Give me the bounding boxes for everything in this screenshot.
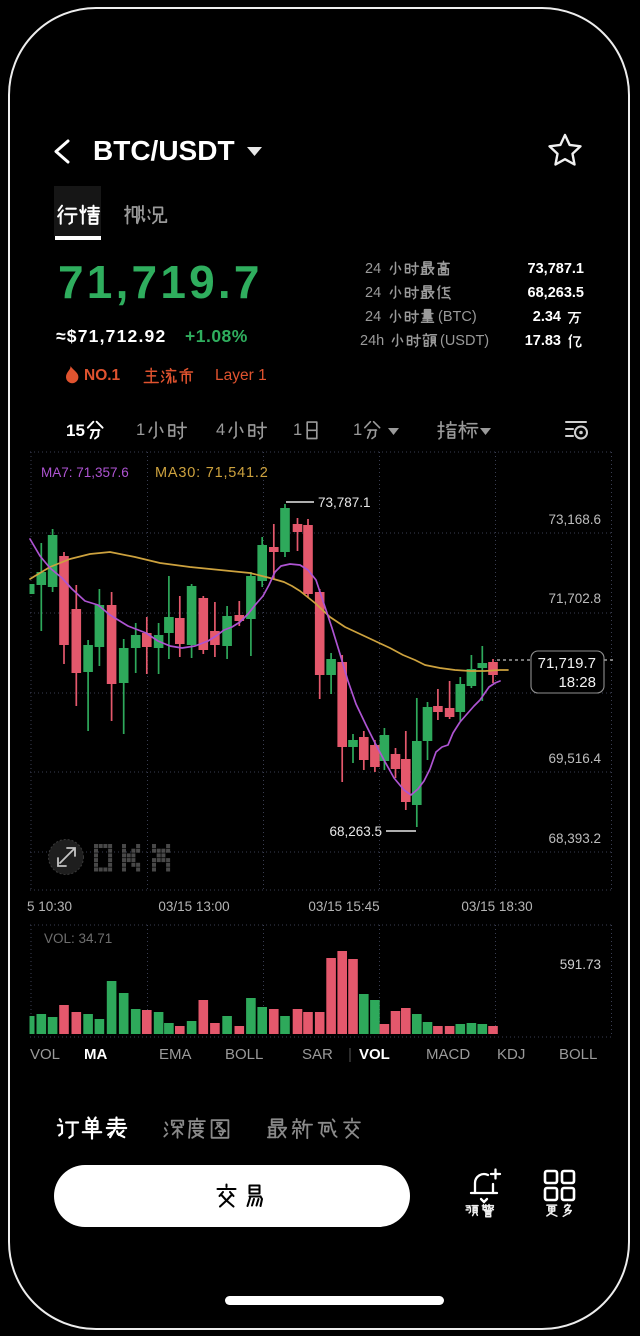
svg-text:71,702.8: 71,702.8 <box>548 591 601 606</box>
svg-text:MA30: 71,541.2: MA30: 71,541.2 <box>155 465 269 481</box>
svg-text:68,263.5: 68,263.5 <box>329 824 382 839</box>
svg-text:03/15 15:45: 03/15 15:45 <box>308 899 379 914</box>
svg-text:73,168.6: 73,168.6 <box>548 512 601 527</box>
svg-text:18:28: 18:28 <box>558 674 596 691</box>
svg-text:71,719.7: 71,719.7 <box>538 655 596 672</box>
svg-text:VOL: 34.71: VOL: 34.71 <box>44 931 112 946</box>
svg-text:69,516.4: 69,516.4 <box>548 751 601 766</box>
svg-text:73,787.1: 73,787.1 <box>318 495 371 510</box>
svg-text:5 10:30: 5 10:30 <box>27 899 72 914</box>
svg-text:68,393.2: 68,393.2 <box>548 831 601 846</box>
svg-text:591.73: 591.73 <box>560 957 601 972</box>
svg-text:03/15 18:30: 03/15 18:30 <box>461 899 532 914</box>
svg-text:MA7: 71,357.6: MA7: 71,357.6 <box>41 465 129 480</box>
svg-text:03/15 13:00: 03/15 13:00 <box>158 899 229 914</box>
